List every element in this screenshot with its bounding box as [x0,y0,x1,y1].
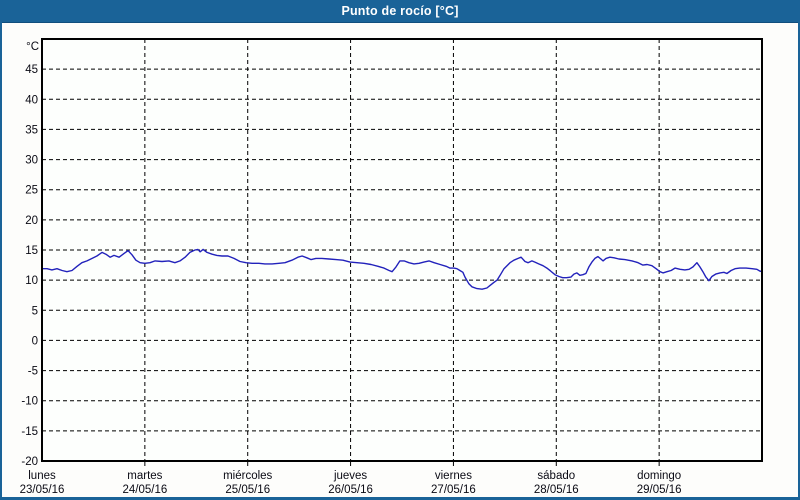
x-day-label: lunes [28,470,56,482]
x-date-label: 25/05/16 [225,484,270,496]
y-tick-label: 25 [25,185,38,197]
y-axis-unit-label: °C [26,41,39,53]
y-tick-label: 45 [25,64,38,76]
x-date-label: 26/05/16 [328,484,373,496]
y-tick-label: 30 [25,155,38,167]
window-title: Punto de rocío [°C] [341,4,459,18]
y-axis-labels: 45 40 35 30 25 20 15 10 5 0 -5 -10 -15 -20 °C [21,41,39,468]
x-date-label: 24/05/16 [122,484,167,496]
plot-border [41,38,763,462]
title-bar: Punto de rocío [°C] [2,0,798,23]
x-day-label: martes [127,470,162,482]
y-tick-label: -10 [21,396,38,408]
x-day-label: domingo [637,470,681,482]
y-tick-label: -20 [21,456,38,468]
y-tick-label: -15 [21,426,38,438]
x-day-label: jueves [333,470,367,482]
y-tick-label: 35 [25,124,38,136]
dew-point-line [41,248,763,290]
x-axis-labels: lunes 23/05/16 martes 24/05/16 miércoles 25/0… [20,470,682,496]
x-date-label: 27/05/16 [431,484,476,496]
y-tick-label: 40 [25,94,38,106]
y-tick-label: -5 [28,366,38,378]
y-tick-label: 0 [32,335,38,347]
x-day-label: viernes [435,470,472,482]
y-tick-label: 20 [25,215,38,227]
x-day-label: miércoles [223,470,272,482]
gridlines [42,39,762,466]
x-date-label: 28/05/16 [534,484,579,496]
y-tick-label: 15 [25,245,38,257]
x-date-label: 23/05/16 [20,484,65,496]
x-date-label: 29/05/16 [637,484,682,496]
y-tick-label: 5 [32,305,38,317]
y-tick-label: 10 [25,275,38,287]
x-day-label: sábado [537,470,575,482]
